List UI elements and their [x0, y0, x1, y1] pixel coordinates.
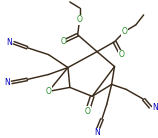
Text: O: O [84, 107, 90, 116]
Text: O: O [118, 50, 124, 59]
Text: N: N [4, 78, 10, 87]
Text: O: O [46, 87, 52, 96]
Text: O: O [60, 37, 66, 46]
Text: N: N [152, 103, 158, 112]
Text: O: O [77, 15, 82, 24]
Text: N: N [6, 38, 12, 47]
Text: N: N [94, 128, 100, 137]
Text: O: O [121, 27, 127, 36]
